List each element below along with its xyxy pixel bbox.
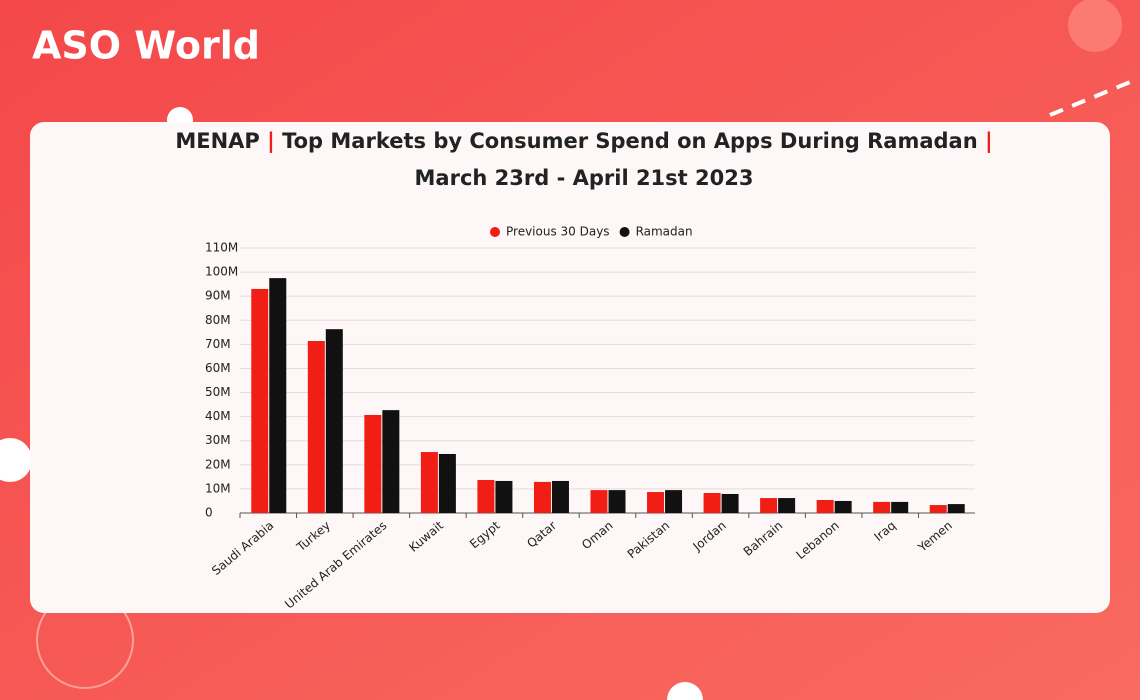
chart-title: March 23rd - April 21st 2023 xyxy=(415,166,754,190)
chart-title: MENAP | Top Markets by Consumer Spend on… xyxy=(175,129,992,154)
bar xyxy=(251,288,269,513)
bar xyxy=(834,500,852,513)
bar xyxy=(364,414,382,513)
bar xyxy=(721,493,739,513)
bar xyxy=(533,481,551,513)
y-tick-label: 80M xyxy=(205,313,231,327)
bar xyxy=(778,498,796,513)
bar xyxy=(891,501,909,513)
y-tick-label: 100M xyxy=(205,265,238,279)
y-tick-label: 0 xyxy=(205,506,213,520)
card xyxy=(30,122,1110,613)
bar xyxy=(608,490,626,513)
bar xyxy=(495,480,513,513)
bar xyxy=(551,480,569,513)
bar xyxy=(438,453,456,513)
bar xyxy=(477,479,495,513)
bar xyxy=(325,329,343,513)
brand-logo: ASO World xyxy=(32,24,260,68)
y-tick-label: 20M xyxy=(205,457,231,471)
y-tick-label: 110M xyxy=(205,241,238,255)
y-tick-label: 10M xyxy=(205,481,231,495)
legend-swatch xyxy=(619,227,630,237)
legend-label: Previous 30 Days xyxy=(506,225,610,239)
bar xyxy=(947,504,965,513)
decor-dash xyxy=(1049,78,1136,117)
y-tick-label: 30M xyxy=(205,433,231,447)
legend-swatch xyxy=(490,227,500,237)
bar xyxy=(382,410,400,513)
bar xyxy=(703,493,721,513)
decor-dot xyxy=(667,682,703,700)
bar xyxy=(760,498,778,513)
y-tick-label: 60M xyxy=(205,361,231,375)
bar xyxy=(647,492,665,513)
decor-circle xyxy=(1068,0,1122,52)
bar xyxy=(816,499,834,513)
bar xyxy=(873,501,891,513)
y-tick-label: 40M xyxy=(205,409,231,423)
bar xyxy=(420,452,438,513)
bar xyxy=(307,340,325,513)
y-tick-label: 50M xyxy=(205,385,231,399)
bar xyxy=(590,490,608,513)
y-tick-label: 90M xyxy=(205,289,231,303)
legend-label: Ramadan xyxy=(636,225,693,239)
y-tick-label: 70M xyxy=(205,337,231,351)
decor-dot xyxy=(0,438,32,482)
bar xyxy=(269,278,287,513)
bar xyxy=(929,505,947,513)
bar xyxy=(665,490,683,513)
